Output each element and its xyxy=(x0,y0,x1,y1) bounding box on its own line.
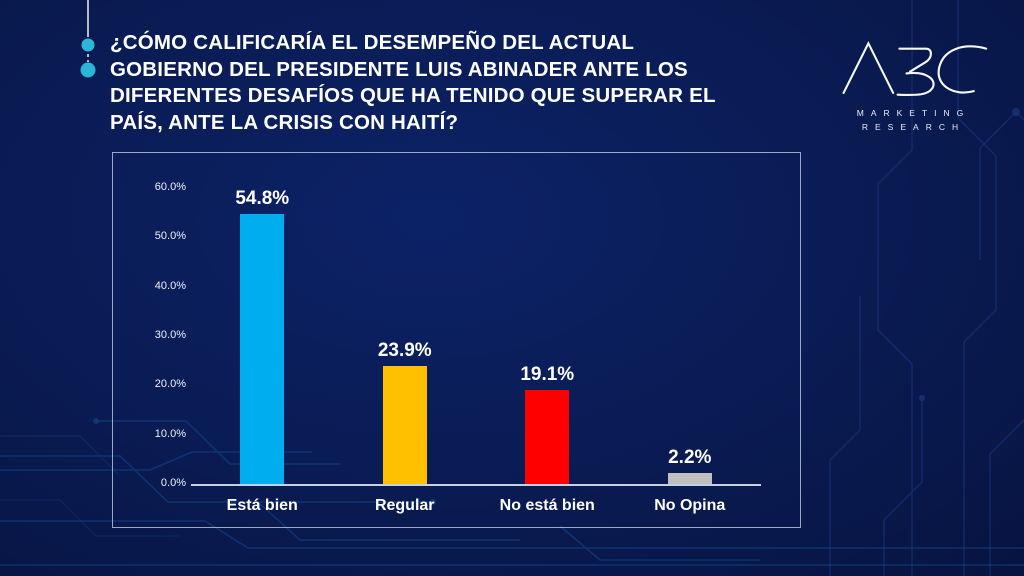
bar-value-label: 23.9% xyxy=(377,340,432,362)
y-axis-tick-label: 10.0% xyxy=(154,427,186,440)
y-axis-tick-label: 30.0% xyxy=(154,329,186,341)
title-line-1: ¿CÓMO CALIFICARÍA EL DESEMPEÑO DEL ACTUA… xyxy=(110,31,635,54)
slide-title: ¿CÓMO CALIFICARÍA EL DESEMPEÑO DEL ACTUA… xyxy=(110,30,750,136)
logo-subtitle-marketing: MARKETING xyxy=(856,108,971,118)
bar-no-opina xyxy=(667,473,712,484)
x-axis-category-label: Está bien xyxy=(226,497,298,514)
bullet-dot-icon xyxy=(80,62,96,78)
abc-marketing-research-logo: MARKETING RESEARCH xyxy=(820,38,1000,133)
x-axis-category-label: No está bien xyxy=(499,497,595,514)
x-axis-category-label: Regular xyxy=(374,497,435,514)
bar-no-est-bien xyxy=(525,389,570,484)
bar-est-bien xyxy=(240,213,285,484)
logo-subtitle-research: RESEARCH xyxy=(861,122,966,132)
y-axis-tick-label: 60.0% xyxy=(154,181,186,193)
y-axis-tick-label: 40.0% xyxy=(154,279,186,292)
bullet-dot-icon xyxy=(81,38,95,52)
x-axis-category-label: No Opina xyxy=(654,497,726,514)
y-axis-tick-label: 20.0% xyxy=(154,378,186,391)
bar-value-label: 54.8% xyxy=(235,187,290,209)
bar-value-label: 2.2% xyxy=(668,447,712,469)
abc-logo-icon xyxy=(842,40,988,97)
title-line-2: GOBIERNO DEL PRESIDENTE LUIS ABINADER AN… xyxy=(110,57,688,81)
y-axis-tick-label: 0.0% xyxy=(160,477,186,489)
y-axis-tick-label: 50.0% xyxy=(154,230,186,243)
bar-regular xyxy=(382,366,427,484)
bar-chart: 0.0% 10.0% 20.0% 30.0% 40.0% 50.0% 60.0% 54.8% E… xyxy=(112,152,801,528)
title-bullet-decoration xyxy=(80,0,96,78)
title-line-4: PAÍS, ANTE LA CRISIS CON HAITÍ? xyxy=(110,110,459,134)
title-line-3: DIFERENTES DESAFÍOS QUE HA TENIDO QUE SU… xyxy=(110,84,716,107)
bar-value-label: 19.1% xyxy=(520,363,575,385)
x-axis-line xyxy=(191,484,761,486)
